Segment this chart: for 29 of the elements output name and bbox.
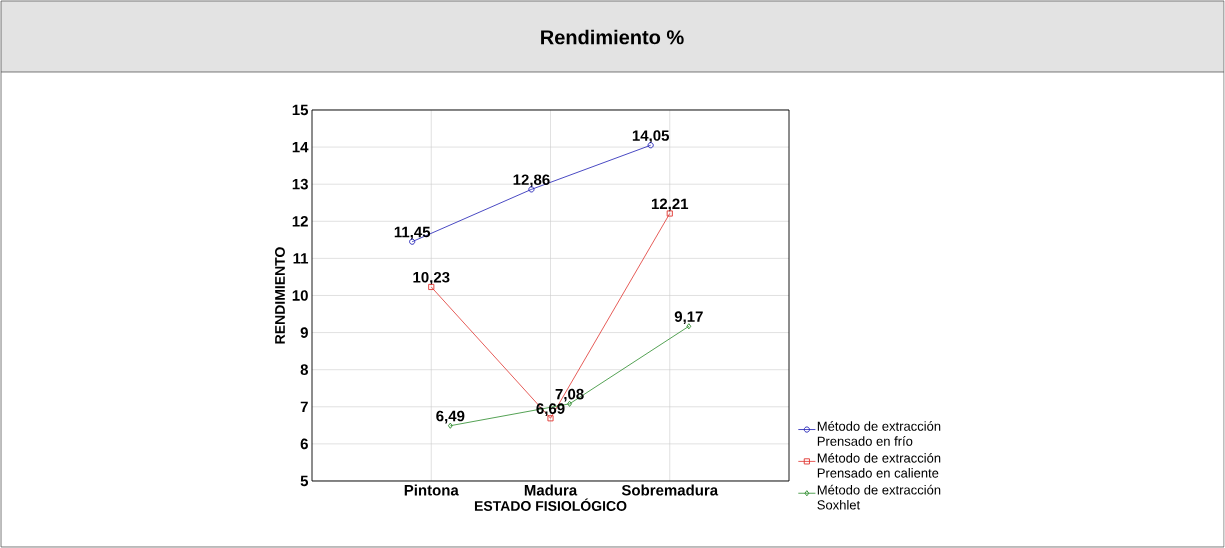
legend-label: Método de extracción Prensado en frío: [817, 421, 941, 446]
y-tick-label: 12: [292, 216, 308, 227]
y-tick-label: 10: [292, 290, 308, 301]
y-tick-label: 9: [300, 327, 308, 338]
data-label: 12,21: [651, 198, 689, 212]
chart-title: Rendimiento %: [541, 29, 684, 45]
x-tick-label: Sobremadura: [621, 484, 719, 496]
y-tick-label: 6: [300, 438, 308, 450]
data-label: 6,49: [436, 410, 465, 424]
data-label: 10,23: [413, 271, 450, 285]
y-tick-label: 15: [292, 104, 309, 116]
data-label: 12,86: [513, 174, 550, 188]
y-tick-label: 14: [292, 141, 309, 153]
data-label: 6,69: [536, 403, 565, 417]
legend-label: Método de extracción Soxhlet: [817, 484, 941, 510]
y-tick-label: 13: [292, 178, 308, 190]
x-axis-title: ESTADO FISIOLÓGICO: [474, 498, 627, 511]
x-tick-label: Madura: [524, 484, 578, 496]
data-label: 11,45: [394, 226, 431, 240]
data-label: 9,17: [674, 311, 703, 325]
y-tick-label: 8: [300, 364, 309, 375]
y-tick-label: 5: [300, 475, 309, 487]
y-tick-label: 11: [293, 253, 309, 264]
y-axis-title: RENDIMIENTO: [275, 247, 285, 344]
data-label: 7,08: [555, 388, 584, 402]
x-tick-label: Pintona: [404, 484, 459, 496]
data-label: 14,05: [632, 130, 670, 144]
legend-label: Método de extracción Prensado en caliente: [817, 452, 941, 478]
y-tick-label: 7: [300, 401, 308, 412]
